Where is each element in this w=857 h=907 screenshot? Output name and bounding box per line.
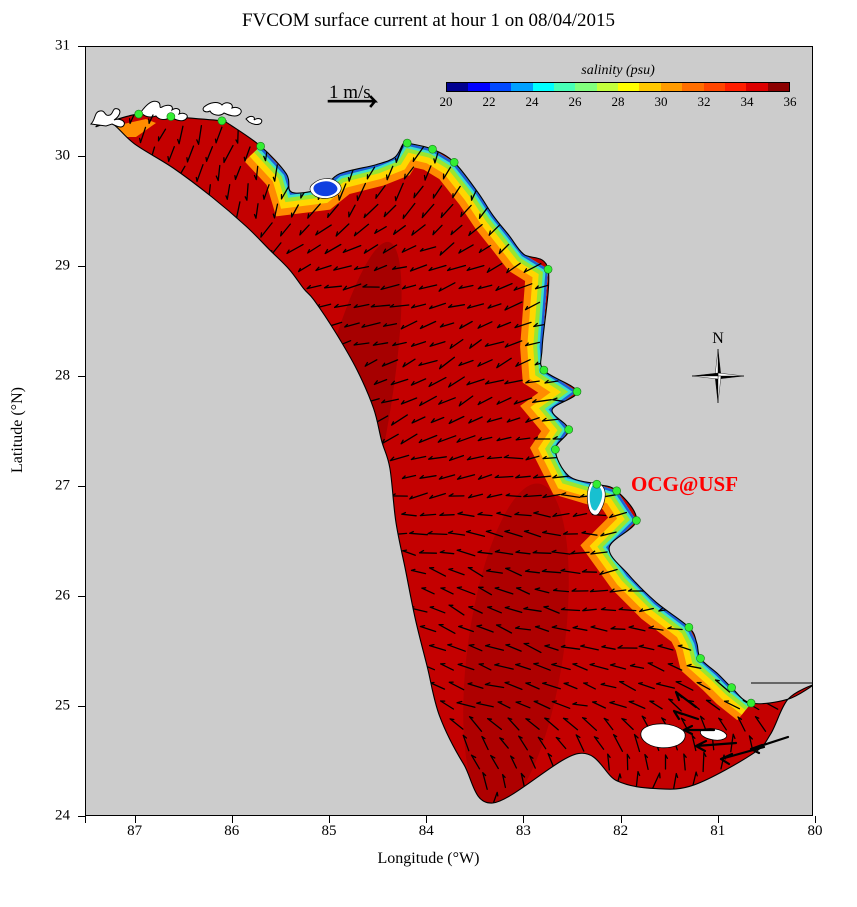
svg-text:N: N: [712, 330, 724, 347]
svg-text:1 m/s: 1 m/s: [329, 82, 371, 103]
svg-text:OCG@USF: OCG@USF: [631, 472, 738, 496]
